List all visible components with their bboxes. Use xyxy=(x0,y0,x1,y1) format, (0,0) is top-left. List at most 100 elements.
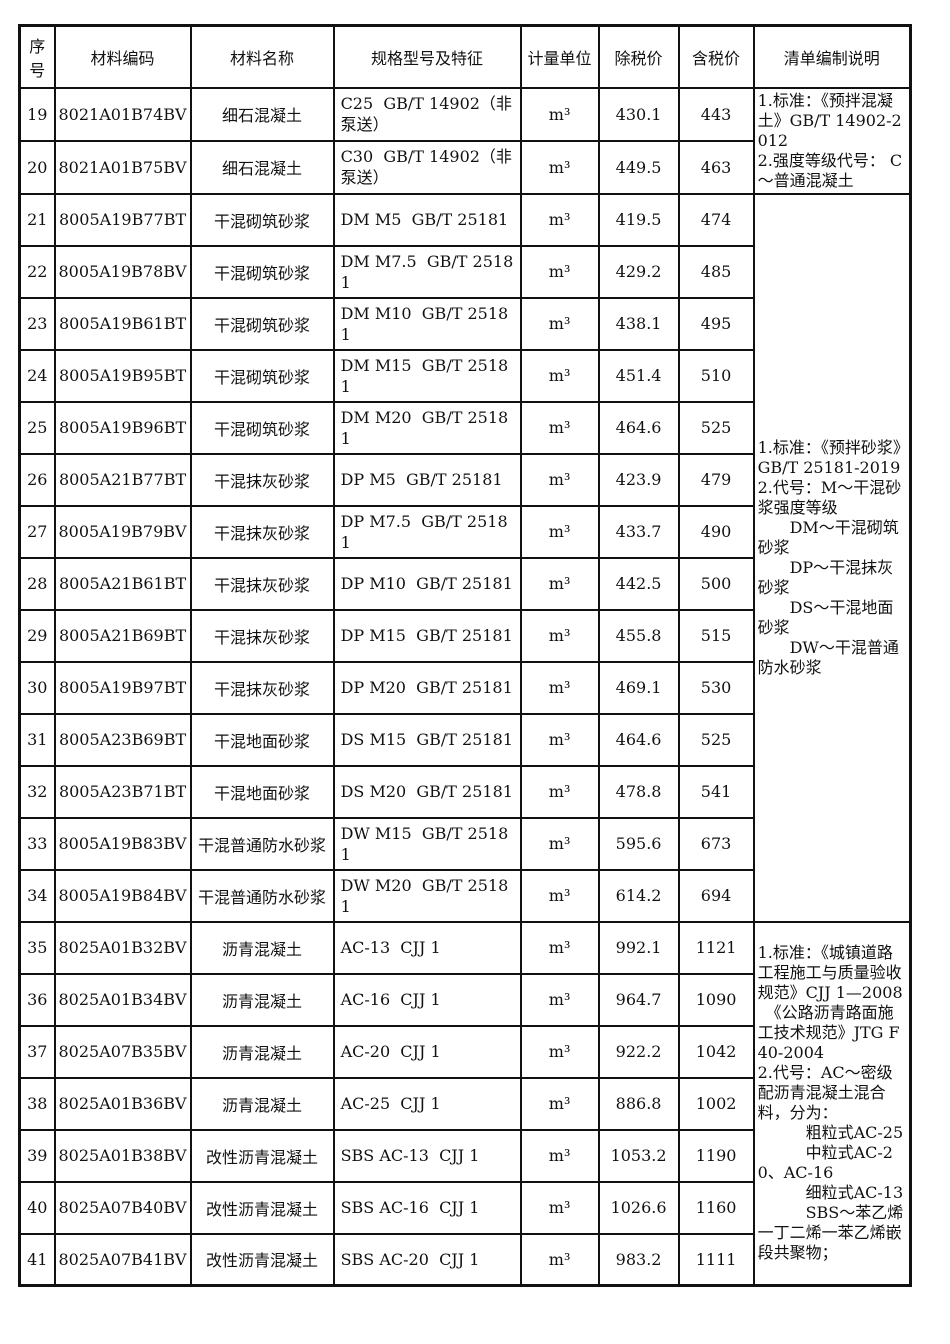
material-name-cell: 沥青混凝土 xyxy=(189,1076,335,1131)
price-ex-tax-cell: 478.8 xyxy=(597,764,680,819)
spec-cell: DW M15 GB/T 25181 xyxy=(332,816,522,871)
row-no-cell: 30 xyxy=(18,660,56,715)
material-code-cell: 8025A01B36BV xyxy=(53,1076,192,1131)
material-code-cell: 8005A19B79BV xyxy=(53,504,192,559)
material-name-cell: 改性沥青混凝土 xyxy=(189,1232,335,1287)
row-no-cell: 20 xyxy=(18,139,56,195)
material-code-cell: 8025A07B40BV xyxy=(53,1180,192,1235)
price-inc-tax-cell: 525 xyxy=(677,712,755,767)
header-material-code: 材料编码 xyxy=(53,24,192,89)
material-name-cell: 干混抹灰砂浆 xyxy=(189,504,335,559)
unit-cell: m³ xyxy=(519,348,600,403)
table-row: 39 8025A01B38BV 改性沥青混凝土 SBS AC-13 CJJ 1 m³ 10… xyxy=(18,1128,911,1183)
spec-cell: AC-16 CJJ 1 xyxy=(332,972,522,1027)
material-code-cell: 8005A23B71BT xyxy=(53,764,192,819)
material-name-cell: 干混抹灰砂浆 xyxy=(189,608,335,663)
price-ex-tax-cell: 419.5 xyxy=(597,192,680,247)
header-unit: 计量单位 xyxy=(519,24,600,89)
table-row: 41 8025A07B41BV 改性沥青混凝土 SBS AC-20 CJJ 1 m³ 98… xyxy=(18,1232,911,1287)
table-row: 24 8005A19B95BT 干混砌筑砂浆 DM M15 GB/T 25181 m³ 4… xyxy=(18,348,911,403)
material-name-cell: 细石混凝土 xyxy=(189,139,335,195)
price-ex-tax-cell: 430.1 xyxy=(597,86,680,142)
material-code-cell: 8005A19B61BT xyxy=(53,296,192,351)
material-name-cell: 干混抹灰砂浆 xyxy=(189,660,335,715)
price-ex-tax-cell: 438.1 xyxy=(597,296,680,351)
price-inc-tax-cell: 673 xyxy=(677,816,755,871)
price-inc-tax-cell: 485 xyxy=(677,244,755,299)
unit-cell: m³ xyxy=(519,972,600,1027)
price-inc-tax-cell: 474 xyxy=(677,192,755,247)
material-name-cell: 细石混凝土 xyxy=(189,86,335,142)
material-code-cell: 8005A19B78BV xyxy=(53,244,192,299)
material-name-cell: 沥青混凝土 xyxy=(189,920,335,975)
unit-cell: m³ xyxy=(519,816,600,871)
unit-cell: m³ xyxy=(519,86,600,142)
material-code-cell: 8021A01B75BV xyxy=(53,139,192,195)
price-inc-tax-cell: 1190 xyxy=(677,1128,755,1183)
unit-cell: m³ xyxy=(519,764,600,819)
material-name-cell: 沥青混凝土 xyxy=(189,972,335,1027)
spec-cell: AC-13 CJJ 1 xyxy=(332,920,522,975)
price-ex-tax-cell: 455.8 xyxy=(597,608,680,663)
table-row: 33 8005A19B83BV 干混普通防水砂浆 DW M15 GB/T 25181 m… xyxy=(18,816,911,871)
table-row: 40 8025A07B40BV 改性沥青混凝土 SBS AC-16 CJJ 1 m³ 10… xyxy=(18,1180,911,1235)
price-ex-tax-cell: 983.2 xyxy=(597,1232,680,1287)
table-row: 25 8005A19B96BT 干混砌筑砂浆 DM M20 GB/T 25181 m³ 4… xyxy=(18,400,911,455)
price-table-body: 19 8021A01B74BV 细石混凝土 C25 GB/T 14902（非泵送） m³… xyxy=(18,86,912,1287)
material-name-cell: 干混砌筑砂浆 xyxy=(189,400,335,455)
row-no-cell: 36 xyxy=(18,972,56,1027)
spec-cell: DP M20 GB/T 25181 xyxy=(332,660,522,715)
row-no-cell: 31 xyxy=(18,712,56,767)
row-no-cell: 24 xyxy=(18,348,56,403)
unit-cell: m³ xyxy=(519,920,600,975)
table-row: 23 8005A19B61BT 干混砌筑砂浆 DM M10 GB/T 25181 m³ 4… xyxy=(18,296,911,351)
spec-cell: DM M7.5 GB/T 25181 xyxy=(332,244,522,299)
unit-cell: m³ xyxy=(519,192,600,247)
price-inc-tax-cell: 500 xyxy=(677,556,755,611)
row-no-cell: 22 xyxy=(18,244,56,299)
price-ex-tax-cell: 423.9 xyxy=(597,452,680,507)
notes-cell: 1.标准：《城镇道路工程施工与质量验收规范》CJJ 1—2008 《公路沥青路面… xyxy=(752,920,912,1287)
material-code-cell: 8021A01B74BV xyxy=(53,86,192,142)
unit-cell: m³ xyxy=(519,1024,600,1079)
material-name-cell: 改性沥青混凝土 xyxy=(189,1128,335,1183)
material-code-cell: 8025A07B35BV xyxy=(53,1024,192,1079)
price-ex-tax-cell: 469.1 xyxy=(597,660,680,715)
material-price-table: 序号 材料编码 材料名称 规格型号及特征 计量单位 除税价 含税价 清单编制说明… xyxy=(18,24,913,1287)
price-inc-tax-cell: 479 xyxy=(677,452,755,507)
material-name-cell: 干混普通防水砂浆 xyxy=(189,816,335,871)
unit-cell: m³ xyxy=(519,244,600,299)
price-ex-tax-cell: 595.6 xyxy=(597,816,680,871)
unit-cell: m³ xyxy=(519,1128,600,1183)
price-inc-tax-cell: 510 xyxy=(677,348,755,403)
row-no-cell: 35 xyxy=(18,920,56,975)
unit-cell: m³ xyxy=(519,660,600,715)
price-ex-tax-cell: 922.2 xyxy=(597,1024,680,1079)
header-material-name: 材料名称 xyxy=(189,24,335,89)
material-code-cell: 8005A21B61BT xyxy=(53,556,192,611)
table-row: 38 8025A01B36BV 沥青混凝土 AC-25 CJJ 1 m³ 886.8 100… xyxy=(18,1076,911,1131)
row-no-cell: 19 xyxy=(18,86,56,142)
price-inc-tax-cell: 541 xyxy=(677,764,755,819)
table-row: 28 8005A21B61BT 干混抹灰砂浆 DP M10 GB/T 25181 m³ 4… xyxy=(18,556,911,611)
spec-cell: DS M15 GB/T 25181 xyxy=(332,712,522,767)
row-no-cell: 41 xyxy=(18,1232,56,1287)
unit-cell: m³ xyxy=(519,504,600,559)
header-spec: 规格型号及特征 xyxy=(332,24,522,89)
row-no-cell: 32 xyxy=(18,764,56,819)
unit-cell: m³ xyxy=(519,400,600,455)
row-no-cell: 34 xyxy=(18,868,56,923)
material-code-cell: 8005A21B77BT xyxy=(53,452,192,507)
material-code-cell: 8005A19B97BT xyxy=(53,660,192,715)
price-inc-tax-cell: 515 xyxy=(677,608,755,663)
price-ex-tax-cell: 464.6 xyxy=(597,712,680,767)
unit-cell: m³ xyxy=(519,556,600,611)
spec-cell: DW M20 GB/T 25181 xyxy=(332,868,522,923)
table-row: 31 8005A23B69BT 干混地面砂浆 DS M15 GB/T 25181 m³ 4… xyxy=(18,712,911,767)
price-ex-tax-cell: 442.5 xyxy=(597,556,680,611)
price-inc-tax-cell: 1042 xyxy=(677,1024,755,1079)
material-name-cell: 干混砌筑砂浆 xyxy=(189,348,335,403)
price-inc-tax-cell: 495 xyxy=(677,296,755,351)
table-row: 37 8025A07B35BV 沥青混凝土 AC-20 CJJ 1 m³ 922.2 104… xyxy=(18,1024,911,1079)
